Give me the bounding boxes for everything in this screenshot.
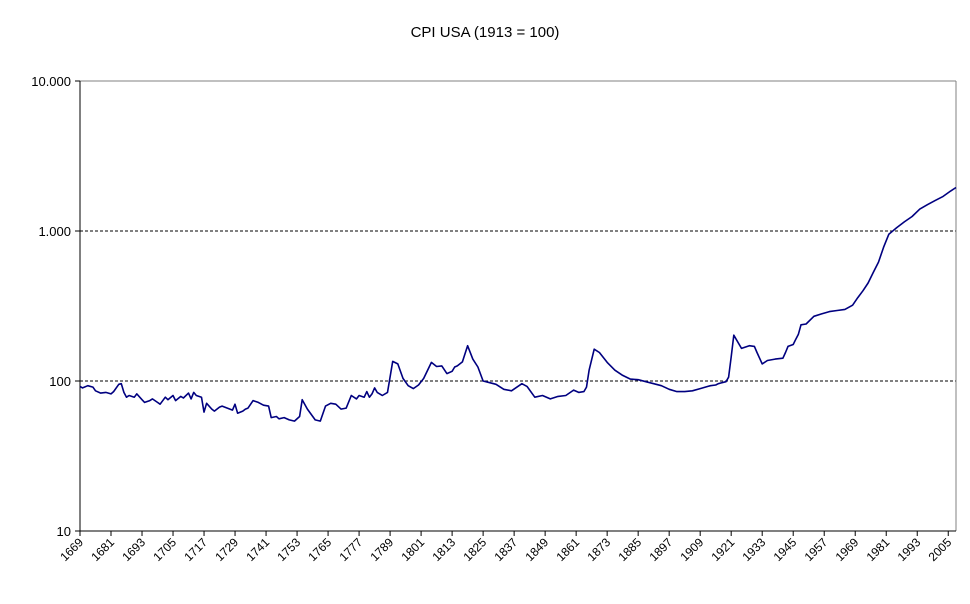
x-tick-label: 1729 [212, 535, 241, 564]
x-tick-label: 1885 [615, 535, 644, 564]
x-tick-label: 1801 [398, 535, 427, 564]
x-tick-label: 1681 [88, 535, 117, 564]
x-tick-label: 1861 [553, 535, 582, 564]
x-tick-label: 1789 [367, 535, 396, 564]
x-tick-label: 1849 [522, 535, 551, 564]
x-tick-label: 1969 [833, 535, 862, 564]
x-tick-label: 1909 [678, 535, 707, 564]
y-tick-label: 10.000 [31, 74, 71, 89]
x-tick-label: 1813 [429, 535, 458, 564]
x-tick-label: 1741 [243, 535, 272, 564]
x-tick-label: 1837 [491, 535, 520, 564]
x-tick-label: 1945 [771, 535, 800, 564]
x-axis-ticks: 1669 1681 1693 1705 1717 1729 1741 1753 1765 1777… [57, 531, 955, 564]
x-tick-label: 1957 [802, 535, 831, 564]
y-tick-label: 100 [49, 374, 71, 389]
series-line [79, 186, 957, 422]
x-tick-label: 2005 [926, 535, 955, 564]
x-tick-label: 1921 [709, 535, 738, 564]
y-tick-label: 10 [57, 524, 71, 539]
y-tick-label: 1.000 [38, 224, 71, 239]
x-tick-label: 1873 [584, 535, 613, 564]
gridlines [80, 230, 956, 382]
x-tick-label: 1993 [895, 535, 924, 564]
x-tick-label: 1717 [181, 535, 210, 564]
x-tick-label: 1765 [305, 535, 334, 564]
chart-title: CPI USA (1913 = 100) [411, 24, 560, 41]
axes [79, 80, 957, 532]
x-tick-label: 1669 [57, 535, 86, 564]
y-axis-ticks: 10 100 1.000 10.000 [31, 74, 80, 539]
x-tick-label: 1981 [864, 535, 893, 564]
series-group [79, 186, 957, 422]
x-tick-label: 1933 [740, 535, 769, 564]
x-tick-label: 1825 [460, 535, 489, 564]
x-tick-label: 1777 [336, 535, 365, 564]
x-tick-label: 1897 [647, 535, 676, 564]
x-tick-label: 1753 [274, 535, 303, 564]
x-tick-label: 1705 [150, 535, 179, 564]
x-tick-label: 1693 [119, 535, 148, 564]
